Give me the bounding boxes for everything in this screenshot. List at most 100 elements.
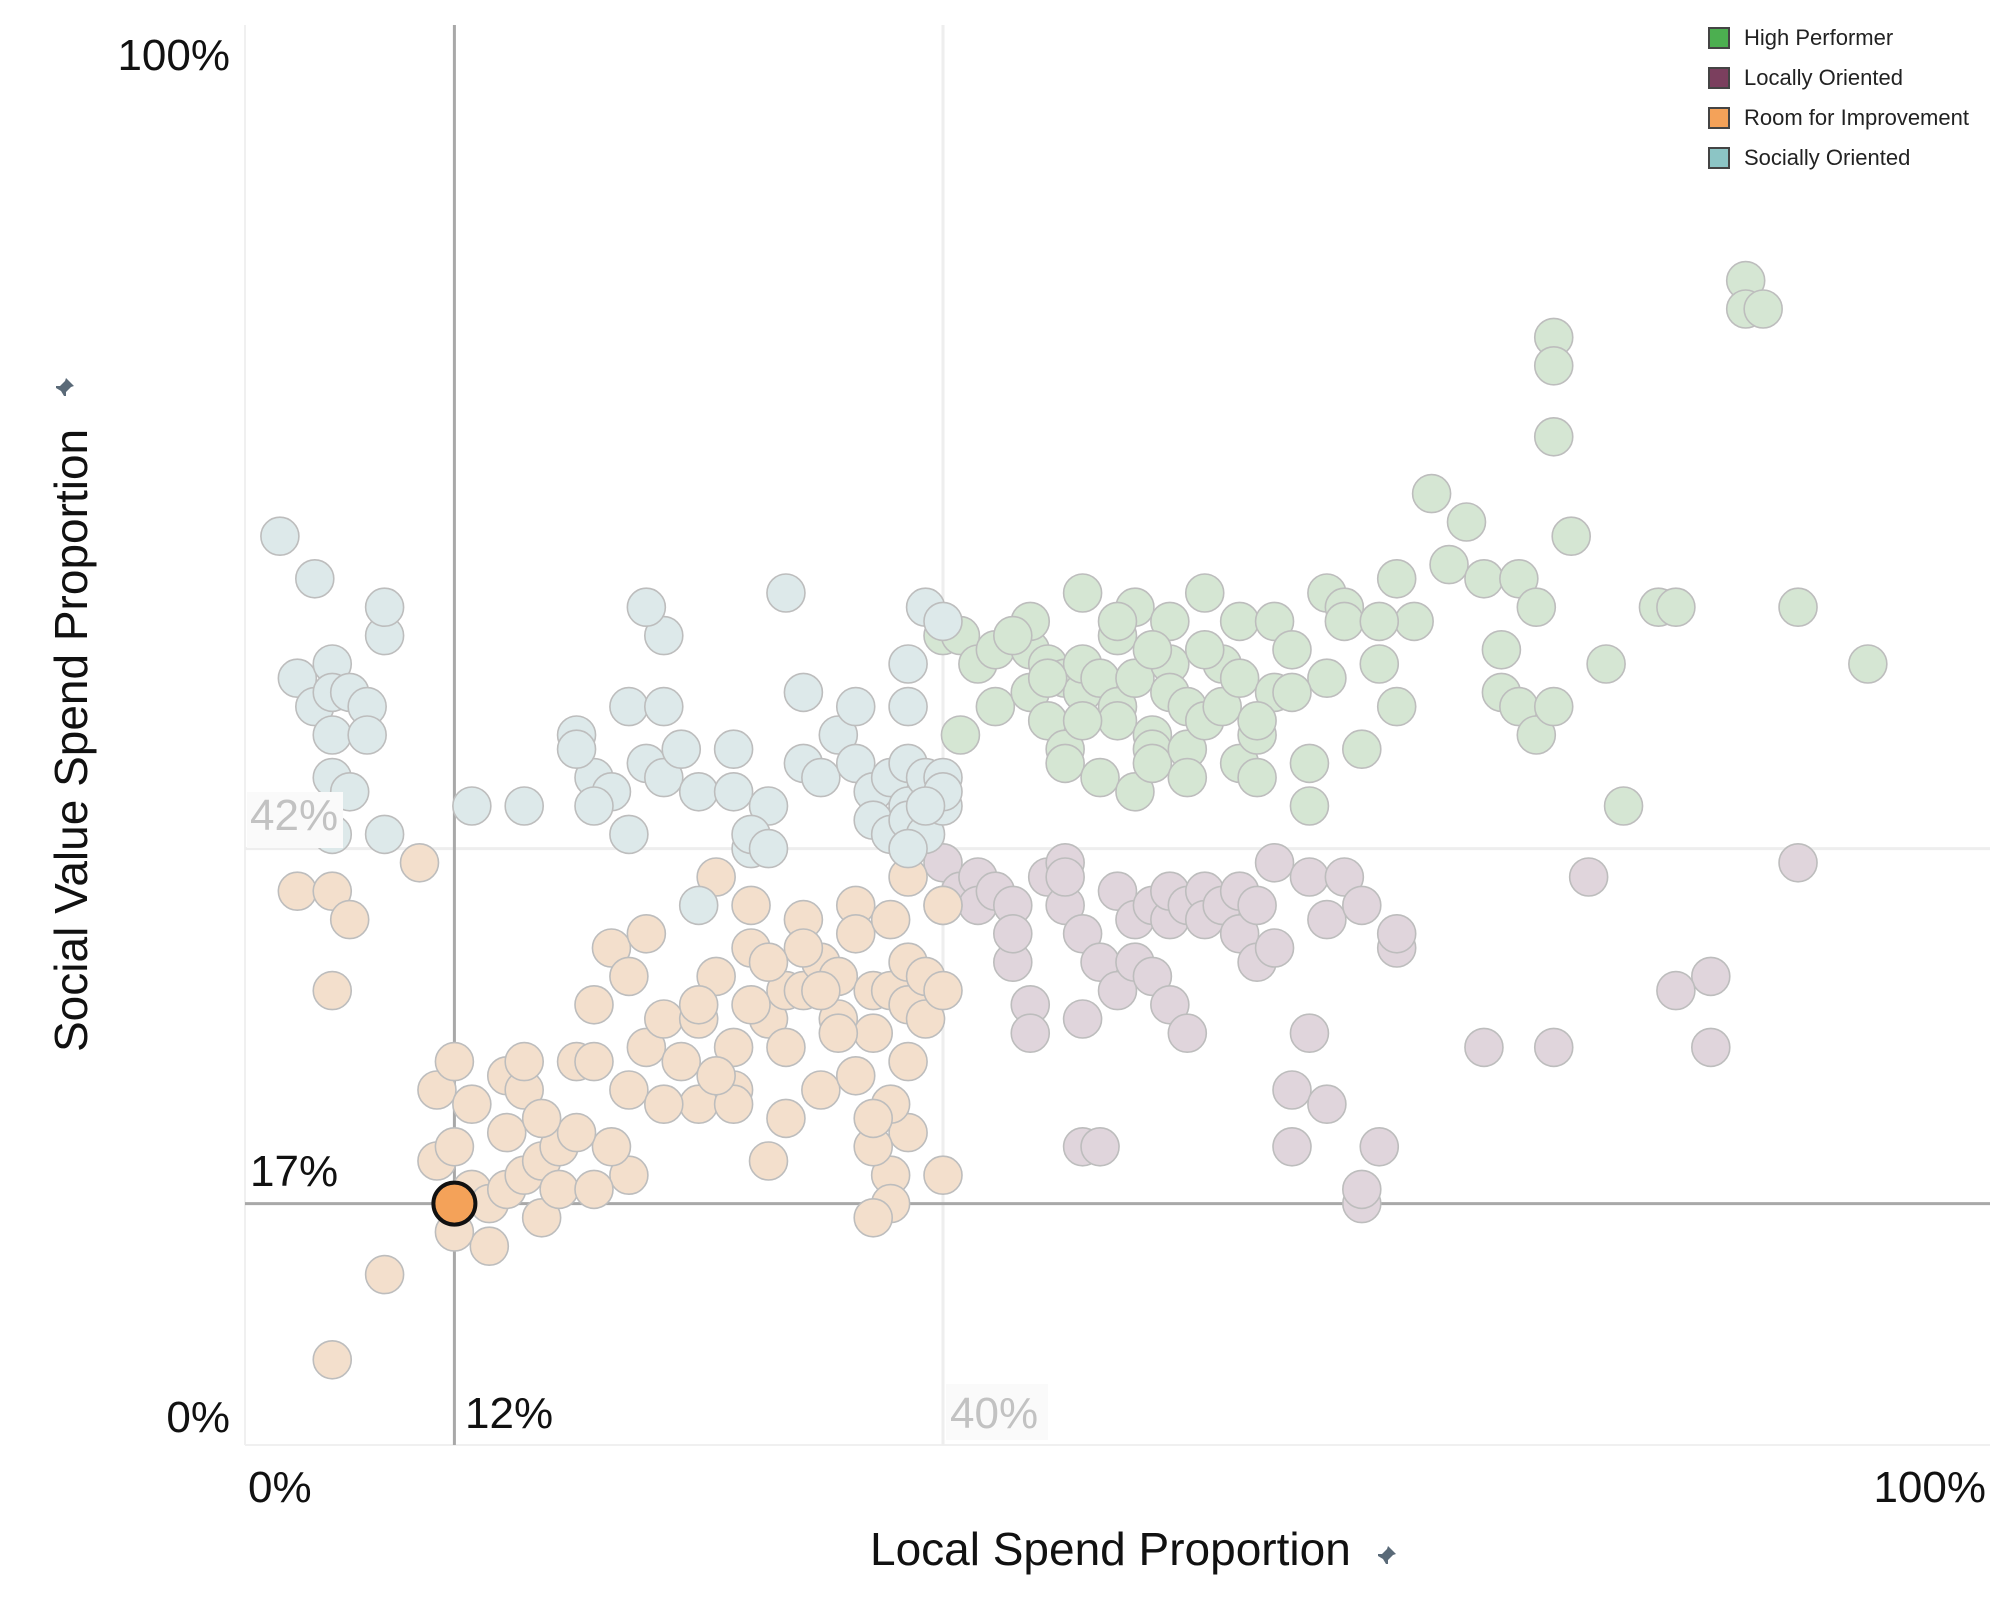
point-locally-oriented[interactable] — [1307, 1084, 1347, 1124]
point-room-for-improvement[interactable] — [521, 1098, 562, 1139]
point-high-performer[interactable] — [1062, 573, 1103, 613]
point-high-performer[interactable] — [1097, 700, 1138, 741]
point-high-performer[interactable] — [1533, 686, 1574, 727]
point-high-performer[interactable] — [1446, 502, 1487, 542]
point-locally-oriented[interactable] — [1254, 842, 1295, 883]
point-room-for-improvement[interactable] — [905, 999, 946, 1039]
point-room-for-improvement[interactable] — [783, 928, 824, 968]
point-room-for-improvement[interactable] — [888, 1041, 928, 1082]
point-room-for-improvement[interactable] — [574, 984, 614, 1025]
point-room-for-improvement[interactable] — [626, 913, 667, 954]
point-locally-oriented[interactable] — [1342, 1169, 1382, 1210]
point-socially-oriented[interactable] — [504, 786, 545, 826]
point-locally-oriented[interactable] — [923, 842, 963, 883]
point-locally-oriented[interactable] — [1289, 1013, 1330, 1053]
point-locally-oriented[interactable] — [1272, 1070, 1312, 1110]
point-room-for-improvement[interactable] — [870, 899, 911, 940]
point-locally-oriented[interactable] — [1691, 1027, 1731, 1068]
point-room-for-improvement[interactable] — [853, 1013, 894, 1053]
point-socially-oriented[interactable] — [783, 672, 824, 713]
point-high-performer[interactable] — [1342, 729, 1382, 770]
point-socially-oriented[interactable] — [835, 743, 876, 784]
point-high-performer[interactable] — [1254, 601, 1295, 642]
point-room-for-improvement[interactable] — [486, 1112, 527, 1153]
point-socially-oriented[interactable] — [748, 786, 789, 826]
point-high-performer[interactable] — [1499, 558, 1539, 599]
point-high-performer[interactable] — [1376, 686, 1417, 727]
point-locally-oriented[interactable] — [1376, 913, 1417, 954]
point-locally-oriented[interactable] — [1219, 913, 1260, 954]
point-socially-oriented[interactable] — [748, 828, 789, 869]
point-room-for-improvement[interactable] — [312, 871, 353, 912]
point-high-performer[interactable] — [1481, 629, 1522, 670]
point-room-for-improvement[interactable] — [312, 1340, 353, 1380]
point-high-performer[interactable] — [1848, 644, 1888, 684]
point-socially-oriented[interactable] — [661, 729, 702, 770]
point-room-for-improvement[interactable] — [678, 984, 719, 1025]
point-room-for-improvement[interactable] — [434, 1041, 475, 1082]
point-high-performer[interactable] — [1202, 686, 1242, 727]
point-high-performer[interactable] — [1778, 587, 1818, 628]
point-socially-oriented[interactable] — [888, 644, 928, 684]
point-locally-oriented[interactable] — [1778, 842, 1818, 883]
point-socially-oriented[interactable] — [678, 885, 719, 926]
point-socially-oriented[interactable] — [277, 658, 318, 699]
point-room-for-improvement[interactable] — [417, 1070, 457, 1110]
point-high-performer[interactable] — [1533, 345, 1574, 386]
point-room-for-improvement[interactable] — [364, 1254, 405, 1295]
point-socially-oriented[interactable] — [713, 729, 754, 770]
point-socially-oriented[interactable] — [452, 786, 492, 826]
point-high-performer[interactable] — [1411, 473, 1452, 514]
point-high-performer[interactable] — [1551, 516, 1591, 557]
point-socially-oriented[interactable] — [556, 729, 597, 770]
point-socially-oriented[interactable] — [609, 814, 649, 855]
point-room-for-improvement[interactable] — [609, 1155, 649, 1195]
point-high-performer[interactable] — [1359, 601, 1400, 642]
point-socially-oriented[interactable] — [713, 771, 754, 812]
point-high-performer[interactable] — [1272, 672, 1312, 713]
point-high-performer[interactable] — [1167, 757, 1208, 798]
point-room-for-improvement[interactable] — [574, 1041, 614, 1082]
point-high-performer[interactable] — [1150, 601, 1190, 642]
point-high-performer[interactable] — [940, 715, 981, 755]
point-room-for-improvement[interactable] — [853, 1098, 894, 1139]
point-high-performer[interactable] — [975, 686, 1016, 727]
point-room-for-improvement[interactable] — [766, 1027, 806, 1068]
point-locally-oriented[interactable] — [1533, 1027, 1574, 1068]
point-locally-oriented[interactable] — [1691, 956, 1731, 997]
legend-item-socially-oriented[interactable]: Socially Oriented — [1708, 138, 1969, 178]
point-high-performer[interactable] — [1429, 544, 1469, 585]
point-high-performer[interactable] — [1533, 416, 1574, 457]
point-room-for-improvement[interactable] — [853, 1198, 894, 1238]
point-room-for-improvement[interactable] — [504, 1041, 545, 1082]
point-locally-oriented[interactable] — [1656, 970, 1696, 1011]
point-high-performer[interactable] — [992, 615, 1033, 656]
point-socially-oriented[interactable] — [643, 615, 684, 656]
point-room-for-improvement[interactable] — [835, 1056, 876, 1096]
legend-item-high-performer[interactable]: High Performer — [1708, 18, 1969, 58]
point-high-performer[interactable] — [1376, 558, 1417, 599]
point-socially-oriented[interactable] — [364, 814, 405, 855]
point-room-for-improvement[interactable] — [696, 956, 736, 997]
point-socially-oriented[interactable] — [609, 686, 649, 727]
point-locally-oriented[interactable] — [992, 913, 1033, 954]
point-locally-oriented[interactable] — [1272, 1127, 1312, 1167]
point-high-performer[interactable] — [1516, 715, 1557, 755]
point-room-for-improvement[interactable] — [556, 1112, 597, 1153]
point-high-performer[interactable] — [1586, 644, 1626, 684]
point-room-for-improvement[interactable] — [731, 984, 771, 1025]
point-room-for-improvement[interactable] — [609, 956, 649, 997]
point-room-for-improvement[interactable] — [713, 1027, 754, 1068]
point-high-performer[interactable] — [1115, 658, 1155, 699]
point-locally-oriented[interactable] — [1237, 885, 1277, 926]
point-locally-oriented[interactable] — [1045, 857, 1085, 897]
point-room-for-improvement[interactable] — [748, 1141, 789, 1181]
point-locally-oriented[interactable] — [1289, 857, 1330, 897]
point-high-performer[interactable] — [1184, 629, 1225, 670]
point-high-performer[interactable] — [1324, 601, 1365, 642]
point-high-performer[interactable] — [1080, 757, 1120, 798]
point-socially-oriented[interactable] — [643, 686, 684, 727]
point-room-for-improvement[interactable] — [399, 842, 440, 883]
point-socially-oriented[interactable] — [643, 757, 684, 798]
point-room-for-improvement[interactable] — [539, 1169, 579, 1210]
